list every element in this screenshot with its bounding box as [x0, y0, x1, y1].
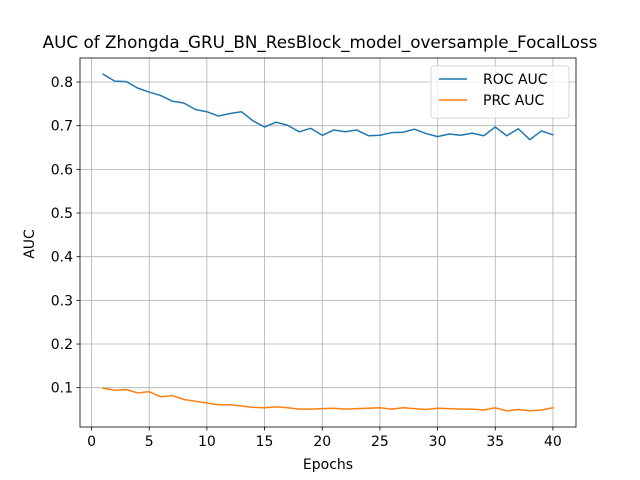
legend-label-prc-auc: PRC AUC [483, 93, 545, 109]
legend: ROC AUC PRC AUC [430, 65, 570, 119]
y-tick-label: 0.5 [51, 206, 73, 222]
chart-title: AUC of Zhongda_GRU_BN_ResBlock_model_ove… [43, 32, 598, 53]
x-axis-label: Epochs [303, 457, 353, 473]
x-tick-label: 15 [256, 434, 274, 450]
x-tick-label: 25 [371, 434, 389, 450]
y-tick-label: 0.1 [51, 381, 73, 397]
x-tick-label: 40 [544, 434, 562, 450]
y-tick-label: 0.4 [51, 250, 73, 266]
x-tick-label: 30 [429, 434, 447, 450]
y-tick-label: 0.3 [51, 293, 73, 309]
y-tick-label: 0.6 [51, 162, 73, 178]
x-tick-label: 0 [87, 434, 96, 450]
plot-frame [79, 57, 577, 428]
y-axis-label: AUC [22, 229, 38, 259]
x-tick-label: 35 [486, 434, 504, 450]
grid-lines [80, 58, 576, 427]
series-layer [102, 73, 554, 412]
x-axis-ticks: 0 5 10 15 20 25 30 35 40 [87, 427, 562, 450]
x-tick-label: 10 [198, 434, 216, 450]
y-tick-label: 0.8 [51, 75, 73, 91]
series-line-roc-auc [102, 73, 554, 141]
y-axis-ticks: 0.1 0.2 0.3 0.4 0.5 0.6 0.7 0.8 [51, 75, 80, 397]
y-tick-label: 0.2 [51, 337, 73, 353]
series-line-prc-auc [102, 387, 554, 412]
x-tick-label: 5 [145, 434, 154, 450]
x-tick-label: 20 [313, 434, 331, 450]
y-tick-label: 0.7 [51, 119, 73, 135]
legend-label-roc-auc: ROC AUC [483, 72, 548, 88]
